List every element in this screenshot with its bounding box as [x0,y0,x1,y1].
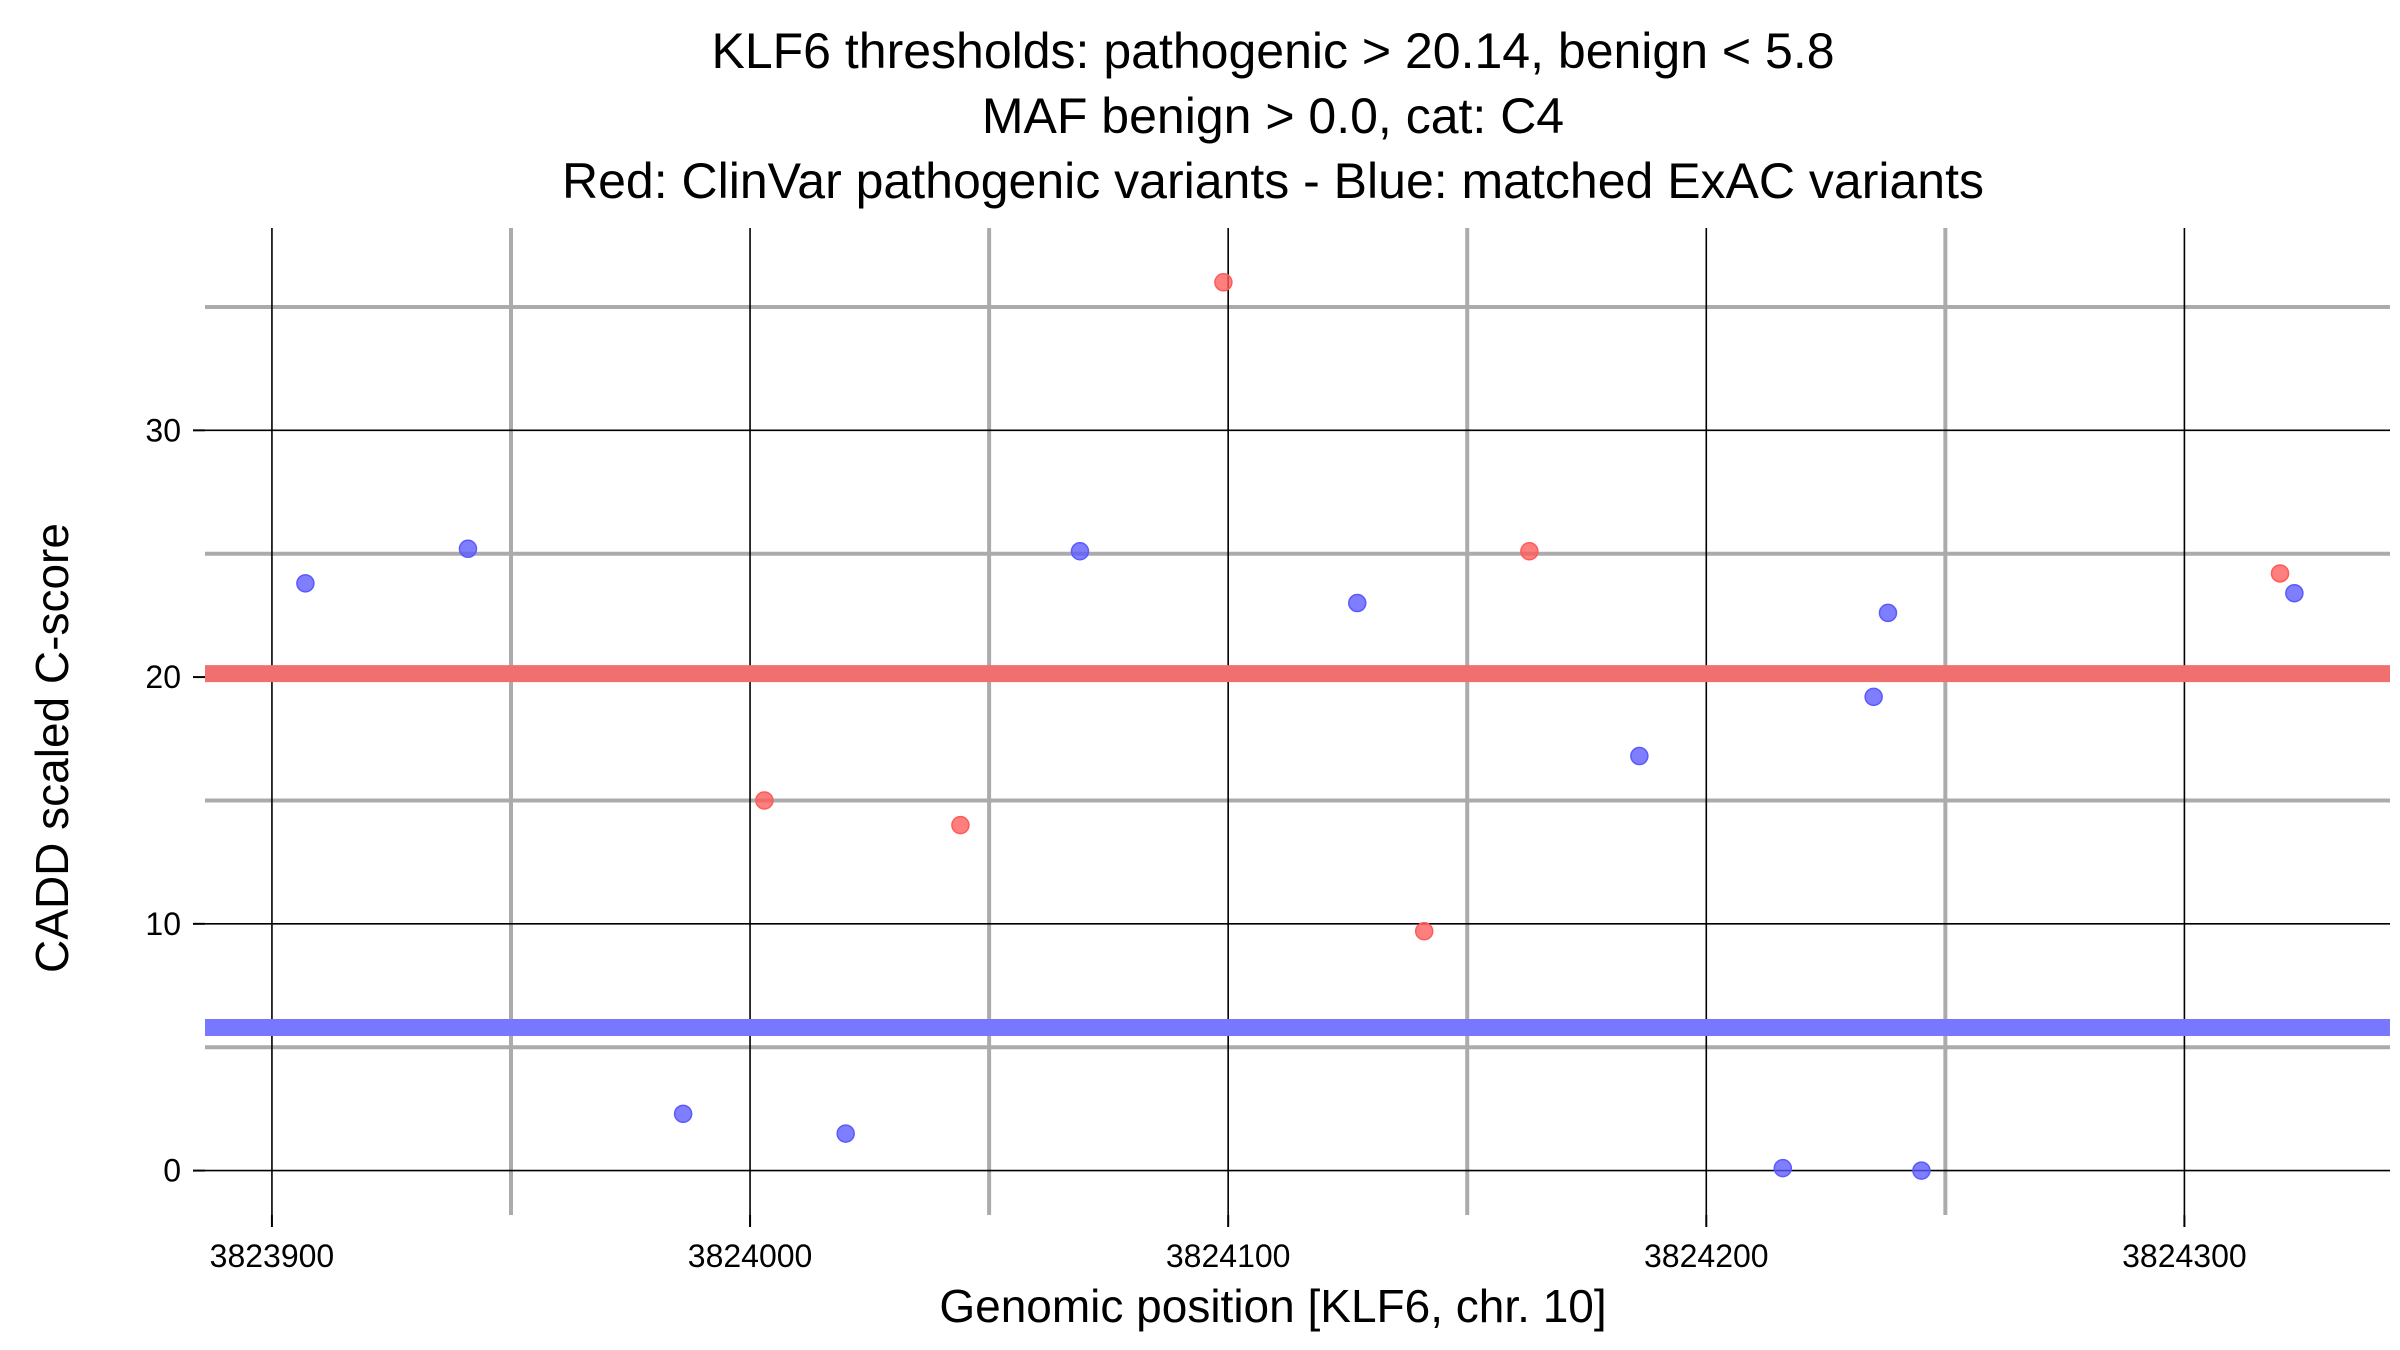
data-point-series-2 [1070,541,1090,561]
data-point-series-2 [1773,1158,1793,1178]
threshold-lines [205,665,2390,1036]
x-tick-label: 3824000 [688,1238,813,1274]
y-tick-label: 20 [145,659,181,695]
data-point-series-2 [673,1104,693,1124]
data-point-series-2 [1348,593,1367,613]
y-axis-title: CADD scaled C-score [26,523,78,973]
chart-title: KLF6 thresholds: pathogenic > 20.14, ben… [562,23,1984,209]
x-tick-label: 3824100 [1166,1238,1291,1274]
major-gridlines [205,228,2390,1215]
data-point-series-2 [2285,583,2304,603]
data-point-series-1 [951,815,970,835]
data-point-series-2 [458,539,478,559]
data-point-series-1 [1520,541,1539,561]
y-tick-label: 30 [145,412,181,448]
data-point-series-1 [2270,564,2290,583]
data-point-series-2 [1864,687,1883,707]
y-tick-label: 0 [163,1153,181,1189]
data-point-series-2 [1630,746,1649,766]
x-axis: 3823900 3824000 3824100 3824200 3824300 [210,1215,2247,1274]
x-tick-label: 3824200 [1644,1238,1769,1274]
x-axis-title: Genomic position [KLF6, chr. 10] [939,1280,1606,1332]
data-point-series-1 [1214,273,1233,292]
data-point-series-2 [1878,603,1898,623]
data-point-series-2 [296,574,315,593]
y-tick-label: 10 [145,906,181,942]
y-axis: 0 10 20 30 [145,412,205,1189]
data-point-series-1 [1414,921,1434,941]
data-point-series-2 [836,1124,855,1143]
data-point-series-1 [755,791,774,810]
data-points [296,273,2304,1180]
x-tick-label: 3823900 [210,1238,335,1274]
title-line-2: MAF benign > 0.0, cat: C4 [982,88,1564,144]
x-tick-label: 3824300 [2122,1238,2247,1274]
data-point-series-2 [1912,1161,1931,1180]
minor-gridlines [205,228,2390,1215]
title-line-3: Red: ClinVar pathogenic variants - Blue:… [562,153,1984,209]
title-line-1: KLF6 thresholds: pathogenic > 20.14, ben… [711,23,1834,79]
